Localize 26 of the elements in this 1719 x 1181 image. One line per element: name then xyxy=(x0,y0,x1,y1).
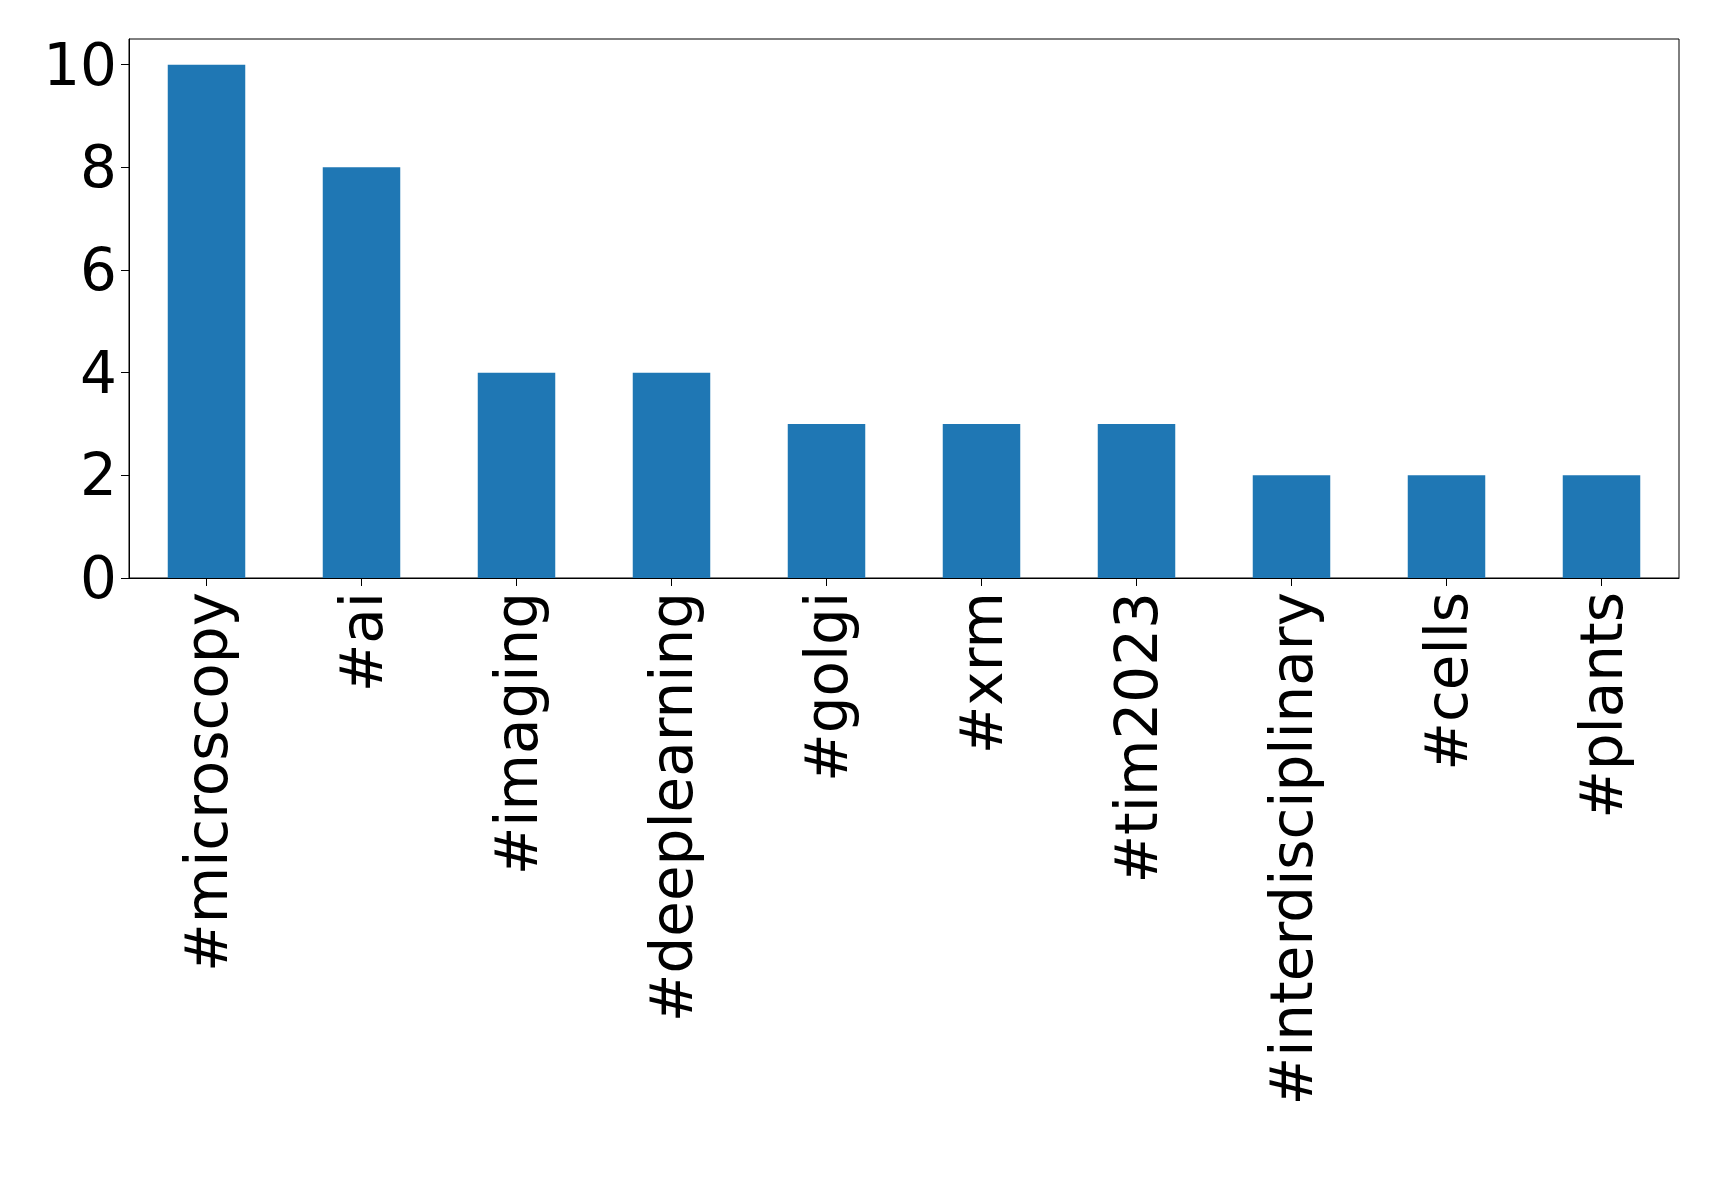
bar xyxy=(787,424,866,578)
bar xyxy=(1097,424,1176,578)
bar xyxy=(1252,475,1331,578)
bar xyxy=(322,167,401,578)
x-tick-label: #imaging xyxy=(482,592,551,876)
y-tick-label: 0 xyxy=(80,544,117,612)
y-tick-label: 6 xyxy=(80,236,117,304)
bar xyxy=(167,64,246,578)
bar xyxy=(1407,475,1486,578)
y-tick-label: 2 xyxy=(80,441,117,510)
x-tick-label: #deeplearning xyxy=(637,592,706,1023)
x-tick-label: #xrm xyxy=(947,592,1016,755)
bar xyxy=(632,372,711,578)
bar xyxy=(942,424,1021,578)
x-tick-label: #tim2023 xyxy=(1102,592,1171,884)
y-tick-label: 8 xyxy=(80,133,117,202)
bar xyxy=(477,372,556,578)
x-tick-label: #golgi xyxy=(792,592,861,782)
x-tick-label: #ai xyxy=(327,592,396,693)
x-tick-label: #cells xyxy=(1412,592,1481,771)
bar xyxy=(1562,475,1641,578)
x-tick-label: #microscopy xyxy=(172,592,241,972)
x-tick-label: #interdisciplinary xyxy=(1257,592,1326,1106)
y-tick-label: 4 xyxy=(80,338,117,407)
y-tick-label: 10 xyxy=(43,30,117,99)
x-tick-label: #plants xyxy=(1567,592,1636,819)
